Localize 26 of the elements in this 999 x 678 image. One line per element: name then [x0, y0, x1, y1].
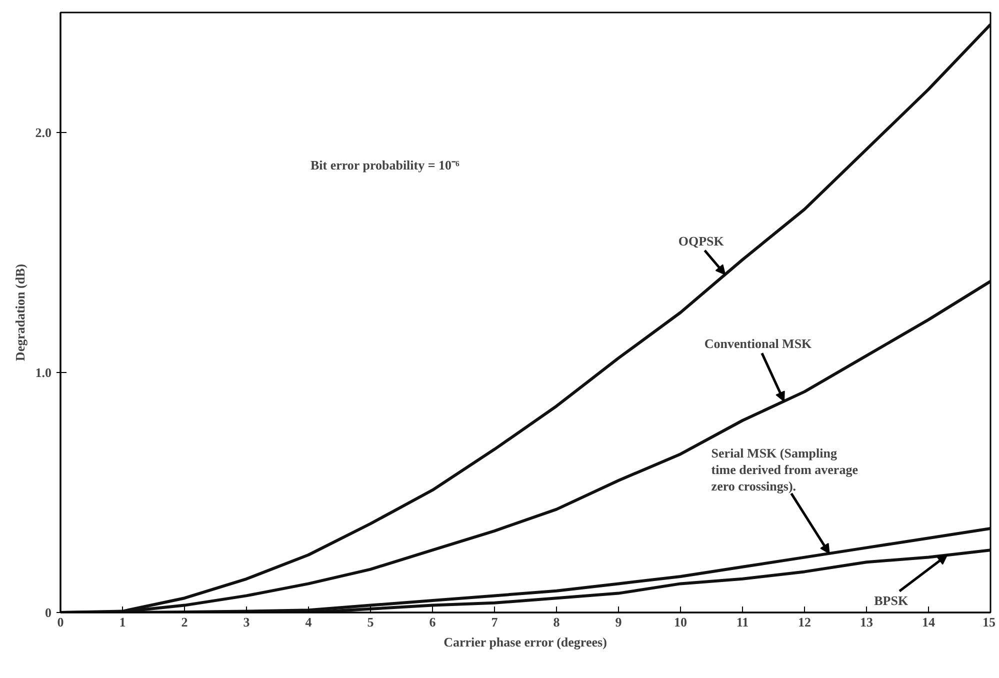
series-label: OQPSK: [678, 233, 725, 248]
x-tick-label: 1: [119, 614, 126, 630]
y-axis-title: Degradation (dB): [12, 264, 28, 362]
x-tick-label: 14: [922, 614, 936, 630]
text: Serial MSK (Sampling time derived from average zero crossings).: [711, 445, 858, 494]
text: Conventional MSK: [704, 336, 813, 352]
x-tick-label: 2: [181, 614, 188, 630]
x-tick-label: 6: [429, 614, 436, 630]
x-tick-label: 12: [798, 614, 811, 630]
x-tick-label: 7: [491, 614, 498, 630]
x-tick-label: 13: [860, 614, 874, 630]
y-tick-label: 0: [45, 605, 52, 620]
x-tick-label: 3: [243, 614, 250, 630]
x-tick-label: 0: [57, 614, 64, 630]
x-tick-label: 15: [982, 614, 996, 630]
x-tick-label: 9: [615, 614, 622, 630]
annotation: Bit error probability = 10⁻⁶: [310, 158, 460, 172]
y-tick-label: 2.0: [35, 125, 52, 140]
x-tick-label: 5: [367, 614, 374, 630]
x-tick-label: 11: [736, 614, 749, 630]
x-tick-label: 8: [553, 614, 560, 630]
x-tick-label: 4: [305, 614, 312, 630]
text: BPSK: [874, 593, 909, 608]
x-tick-label: 10: [674, 614, 687, 630]
x-axis-title: Carrier phase error (degrees): [444, 634, 607, 650]
y-tick-label: 1.0: [35, 365, 52, 380]
